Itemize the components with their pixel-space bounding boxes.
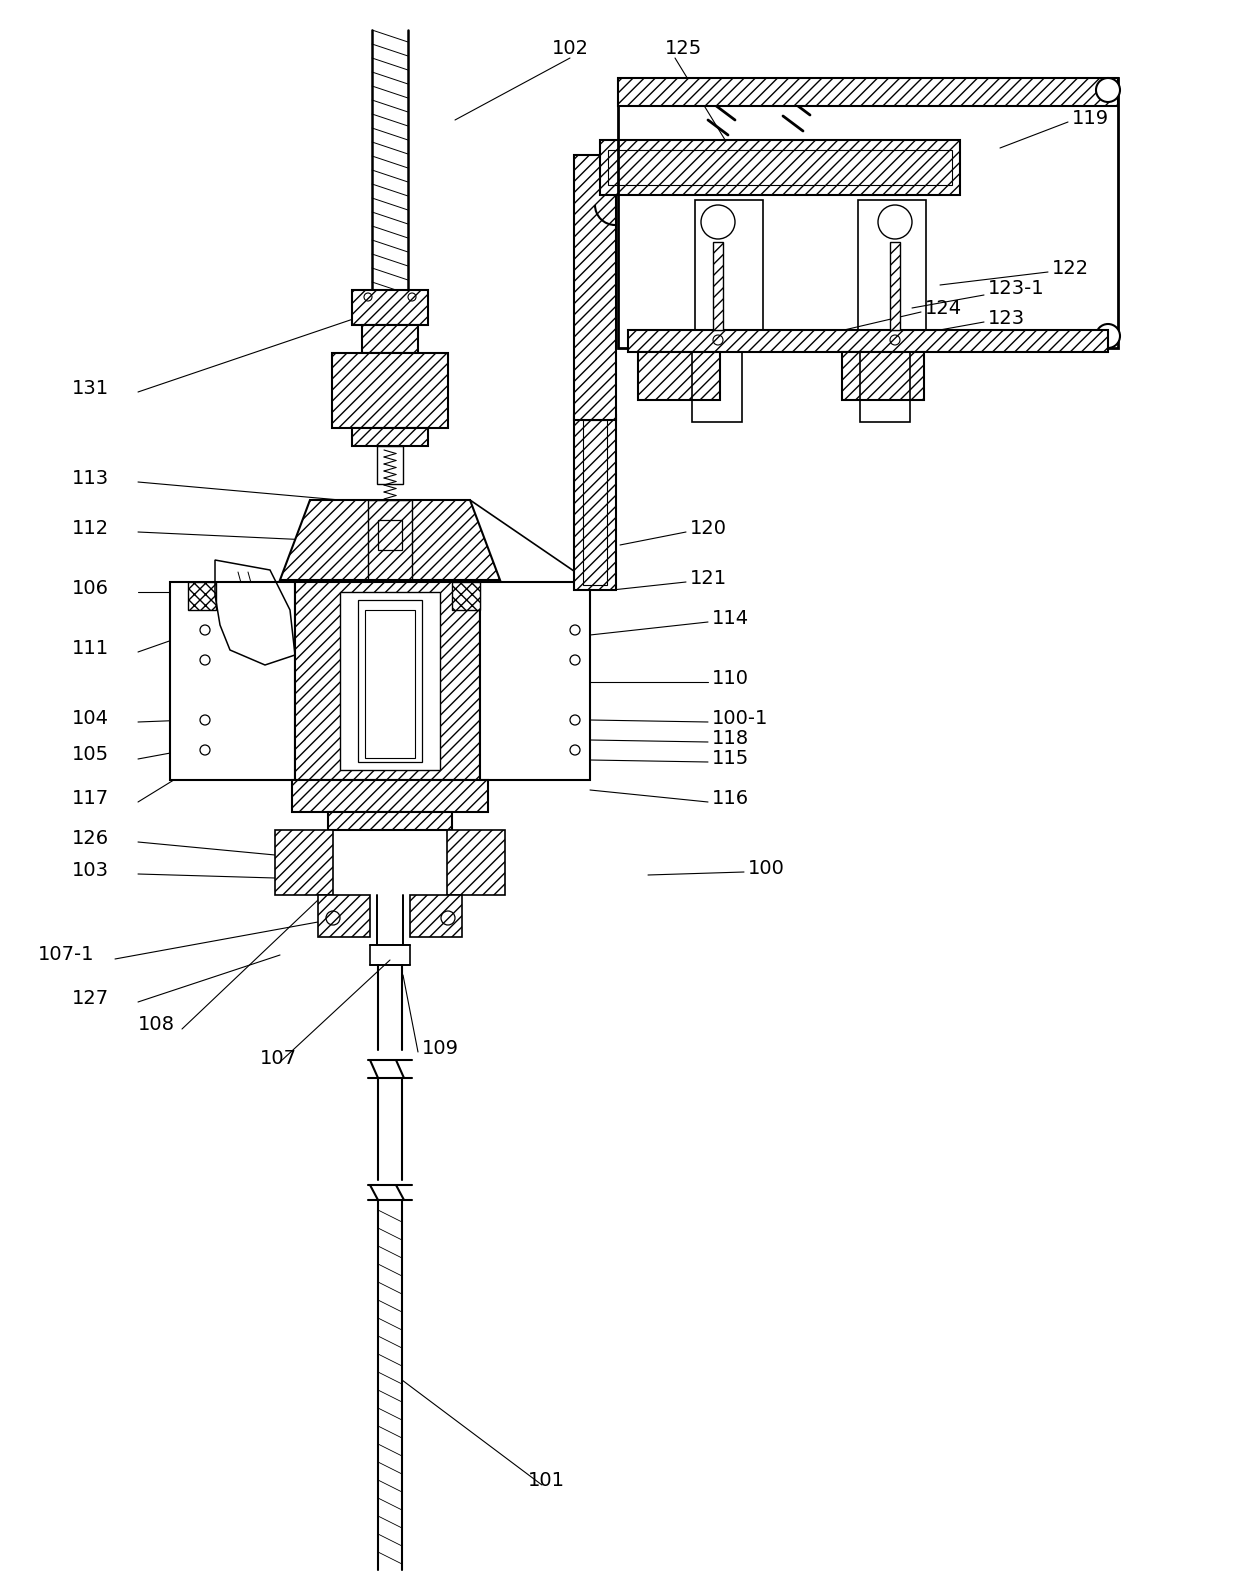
- Bar: [365, 610, 415, 758]
- Text: 121: 121: [689, 569, 727, 588]
- Bar: [368, 500, 412, 580]
- Bar: [188, 581, 216, 610]
- Bar: [574, 416, 616, 589]
- Bar: [842, 352, 924, 400]
- Text: 108: 108: [138, 1015, 175, 1034]
- Text: 126: 126: [72, 828, 109, 847]
- Text: 116: 116: [712, 789, 749, 808]
- Bar: [362, 325, 418, 354]
- Bar: [332, 354, 448, 429]
- Bar: [172, 585, 293, 777]
- Bar: [574, 155, 616, 421]
- Bar: [861, 352, 910, 422]
- Text: 117: 117: [72, 789, 109, 808]
- Text: 131: 131: [72, 379, 109, 398]
- Bar: [378, 519, 402, 550]
- Text: 125: 125: [665, 38, 702, 57]
- Bar: [170, 581, 295, 781]
- Text: 107: 107: [260, 1048, 298, 1067]
- Bar: [410, 895, 463, 937]
- Bar: [858, 201, 926, 330]
- Bar: [692, 352, 742, 422]
- Text: 114: 114: [712, 609, 749, 628]
- Text: 100: 100: [748, 859, 785, 878]
- Bar: [608, 150, 952, 185]
- Text: 110: 110: [712, 669, 749, 688]
- Bar: [340, 593, 440, 769]
- Text: 123: 123: [988, 309, 1025, 328]
- Bar: [317, 895, 370, 937]
- Bar: [291, 781, 489, 812]
- Bar: [446, 830, 505, 895]
- Text: 122: 122: [1052, 258, 1089, 277]
- Bar: [890, 242, 900, 330]
- Bar: [377, 446, 403, 484]
- Bar: [329, 812, 453, 830]
- Bar: [352, 429, 428, 446]
- Bar: [482, 585, 588, 777]
- Text: 112: 112: [72, 518, 109, 537]
- Text: 127: 127: [72, 989, 109, 1007]
- Text: 115: 115: [712, 749, 749, 768]
- Bar: [600, 140, 960, 194]
- Text: 106: 106: [72, 578, 109, 597]
- Text: 123-1: 123-1: [988, 279, 1044, 298]
- Bar: [453, 581, 480, 610]
- Bar: [694, 201, 763, 330]
- Polygon shape: [280, 500, 500, 580]
- Circle shape: [1096, 78, 1120, 102]
- Text: 118: 118: [712, 728, 749, 747]
- Text: 104: 104: [72, 709, 109, 728]
- Bar: [275, 830, 334, 895]
- Text: 111: 111: [72, 639, 109, 658]
- Bar: [618, 78, 1118, 347]
- Text: 113: 113: [72, 468, 109, 487]
- Text: 100-1: 100-1: [712, 709, 769, 728]
- Bar: [713, 242, 723, 330]
- Bar: [480, 581, 590, 781]
- Text: 120: 120: [689, 518, 727, 537]
- Bar: [358, 601, 422, 761]
- Bar: [618, 78, 1118, 107]
- Text: 124: 124: [925, 298, 962, 317]
- Text: 101: 101: [528, 1470, 565, 1489]
- Bar: [627, 330, 1109, 352]
- Circle shape: [1096, 323, 1120, 347]
- Bar: [295, 581, 480, 781]
- Text: 107-1: 107-1: [38, 946, 94, 964]
- Text: 109: 109: [422, 1039, 459, 1058]
- Text: 119: 119: [1073, 108, 1109, 127]
- Text: 105: 105: [72, 746, 109, 765]
- Bar: [352, 290, 428, 325]
- Bar: [639, 352, 720, 400]
- Bar: [583, 421, 608, 585]
- Text: 102: 102: [552, 38, 589, 57]
- Text: 103: 103: [72, 860, 109, 879]
